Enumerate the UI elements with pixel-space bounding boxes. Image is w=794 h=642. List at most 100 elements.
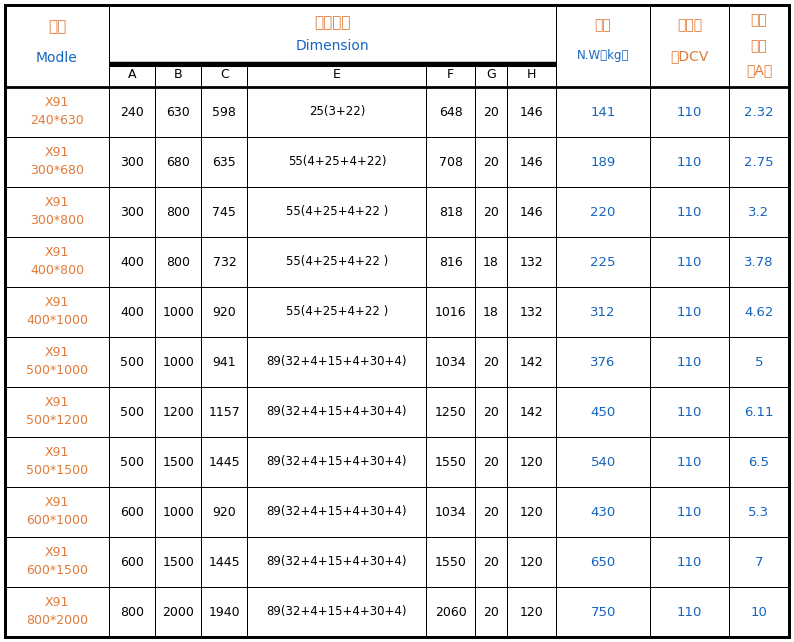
Bar: [556, 387, 650, 437]
Text: 146: 146: [520, 205, 543, 218]
Text: 额定: 额定: [750, 13, 767, 27]
Bar: [729, 187, 789, 237]
Text: 376: 376: [591, 356, 616, 369]
Text: X91: X91: [44, 146, 69, 159]
Bar: [155, 387, 202, 437]
Bar: [507, 63, 556, 87]
Text: 5: 5: [755, 356, 763, 369]
Text: 7: 7: [755, 555, 763, 569]
Text: 450: 450: [591, 406, 615, 419]
Bar: [5, 337, 109, 387]
Bar: [650, 387, 729, 437]
Text: 89(32+4+15+4+30+4): 89(32+4+15+4+30+4): [267, 406, 407, 419]
Text: 600*1000: 600*1000: [26, 514, 88, 528]
Bar: [5, 387, 109, 437]
Bar: [155, 587, 202, 637]
Bar: [475, 137, 507, 187]
Text: 225: 225: [591, 256, 616, 268]
Bar: [507, 287, 556, 337]
Text: 110: 110: [677, 356, 703, 369]
Text: 400*1000: 400*1000: [26, 315, 88, 327]
Text: 800: 800: [120, 605, 144, 618]
Bar: [202, 187, 248, 237]
Text: 141: 141: [591, 105, 616, 119]
Bar: [5, 87, 109, 137]
Text: 146: 146: [520, 155, 543, 168]
Bar: [426, 287, 475, 337]
Text: 132: 132: [520, 256, 543, 268]
Text: 89(32+4+15+4+30+4): 89(32+4+15+4+30+4): [267, 456, 407, 469]
Bar: [248, 237, 426, 287]
Text: X91: X91: [44, 196, 69, 209]
Text: 20: 20: [484, 105, 499, 119]
Bar: [248, 537, 426, 587]
Text: X91: X91: [44, 496, 69, 508]
Bar: [109, 187, 155, 237]
Text: 4.62: 4.62: [744, 306, 773, 318]
Text: X91: X91: [44, 546, 69, 559]
Bar: [248, 437, 426, 487]
Bar: [475, 587, 507, 637]
Text: F: F: [447, 69, 454, 82]
Text: 110: 110: [677, 306, 703, 318]
Text: 500*1000: 500*1000: [26, 365, 88, 377]
Bar: [155, 287, 202, 337]
Text: X91: X91: [44, 395, 69, 408]
Bar: [248, 87, 426, 137]
Text: 3.78: 3.78: [744, 256, 773, 268]
Bar: [507, 387, 556, 437]
Bar: [729, 237, 789, 287]
Bar: [507, 437, 556, 487]
Bar: [556, 587, 650, 637]
Bar: [556, 287, 650, 337]
Bar: [426, 387, 475, 437]
Text: 1250: 1250: [435, 406, 467, 419]
Bar: [475, 537, 507, 587]
Text: 1940: 1940: [209, 605, 241, 618]
Text: G: G: [486, 69, 496, 82]
Text: 6.5: 6.5: [749, 456, 769, 469]
Text: 55(4+25+4+22 ): 55(4+25+4+22 ): [286, 256, 388, 268]
Text: 20: 20: [484, 155, 499, 168]
Text: 220: 220: [591, 205, 616, 218]
Bar: [248, 287, 426, 337]
Text: 630: 630: [166, 105, 190, 119]
Text: 300: 300: [120, 205, 144, 218]
Text: Modle: Modle: [36, 51, 78, 65]
Text: 400*800: 400*800: [30, 265, 84, 277]
Text: 2000: 2000: [162, 605, 195, 618]
Text: 110: 110: [677, 505, 703, 519]
Text: 20: 20: [484, 555, 499, 569]
Bar: [475, 237, 507, 287]
Text: 18: 18: [484, 306, 499, 318]
Text: 20: 20: [484, 406, 499, 419]
Bar: [248, 337, 426, 387]
Text: 1445: 1445: [209, 456, 241, 469]
Bar: [109, 5, 556, 63]
Text: 818: 818: [439, 205, 463, 218]
Text: 600*1500: 600*1500: [26, 564, 88, 578]
Text: 500: 500: [120, 456, 144, 469]
Text: 500*1500: 500*1500: [26, 465, 88, 478]
Bar: [426, 87, 475, 137]
Bar: [650, 337, 729, 387]
Text: 10: 10: [750, 605, 768, 618]
Bar: [109, 537, 155, 587]
Text: X91: X91: [44, 96, 69, 108]
Text: 额定电: 额定电: [677, 19, 702, 33]
Bar: [155, 437, 202, 487]
Bar: [475, 63, 507, 87]
Bar: [248, 63, 426, 87]
Text: X91: X91: [44, 245, 69, 259]
Text: 400: 400: [120, 306, 144, 318]
Bar: [556, 137, 650, 187]
Bar: [507, 487, 556, 537]
Bar: [729, 537, 789, 587]
Text: 1500: 1500: [162, 456, 195, 469]
Bar: [475, 287, 507, 337]
Bar: [109, 337, 155, 387]
Bar: [202, 587, 248, 637]
Bar: [202, 237, 248, 287]
Bar: [729, 387, 789, 437]
Text: 6.11: 6.11: [744, 406, 773, 419]
